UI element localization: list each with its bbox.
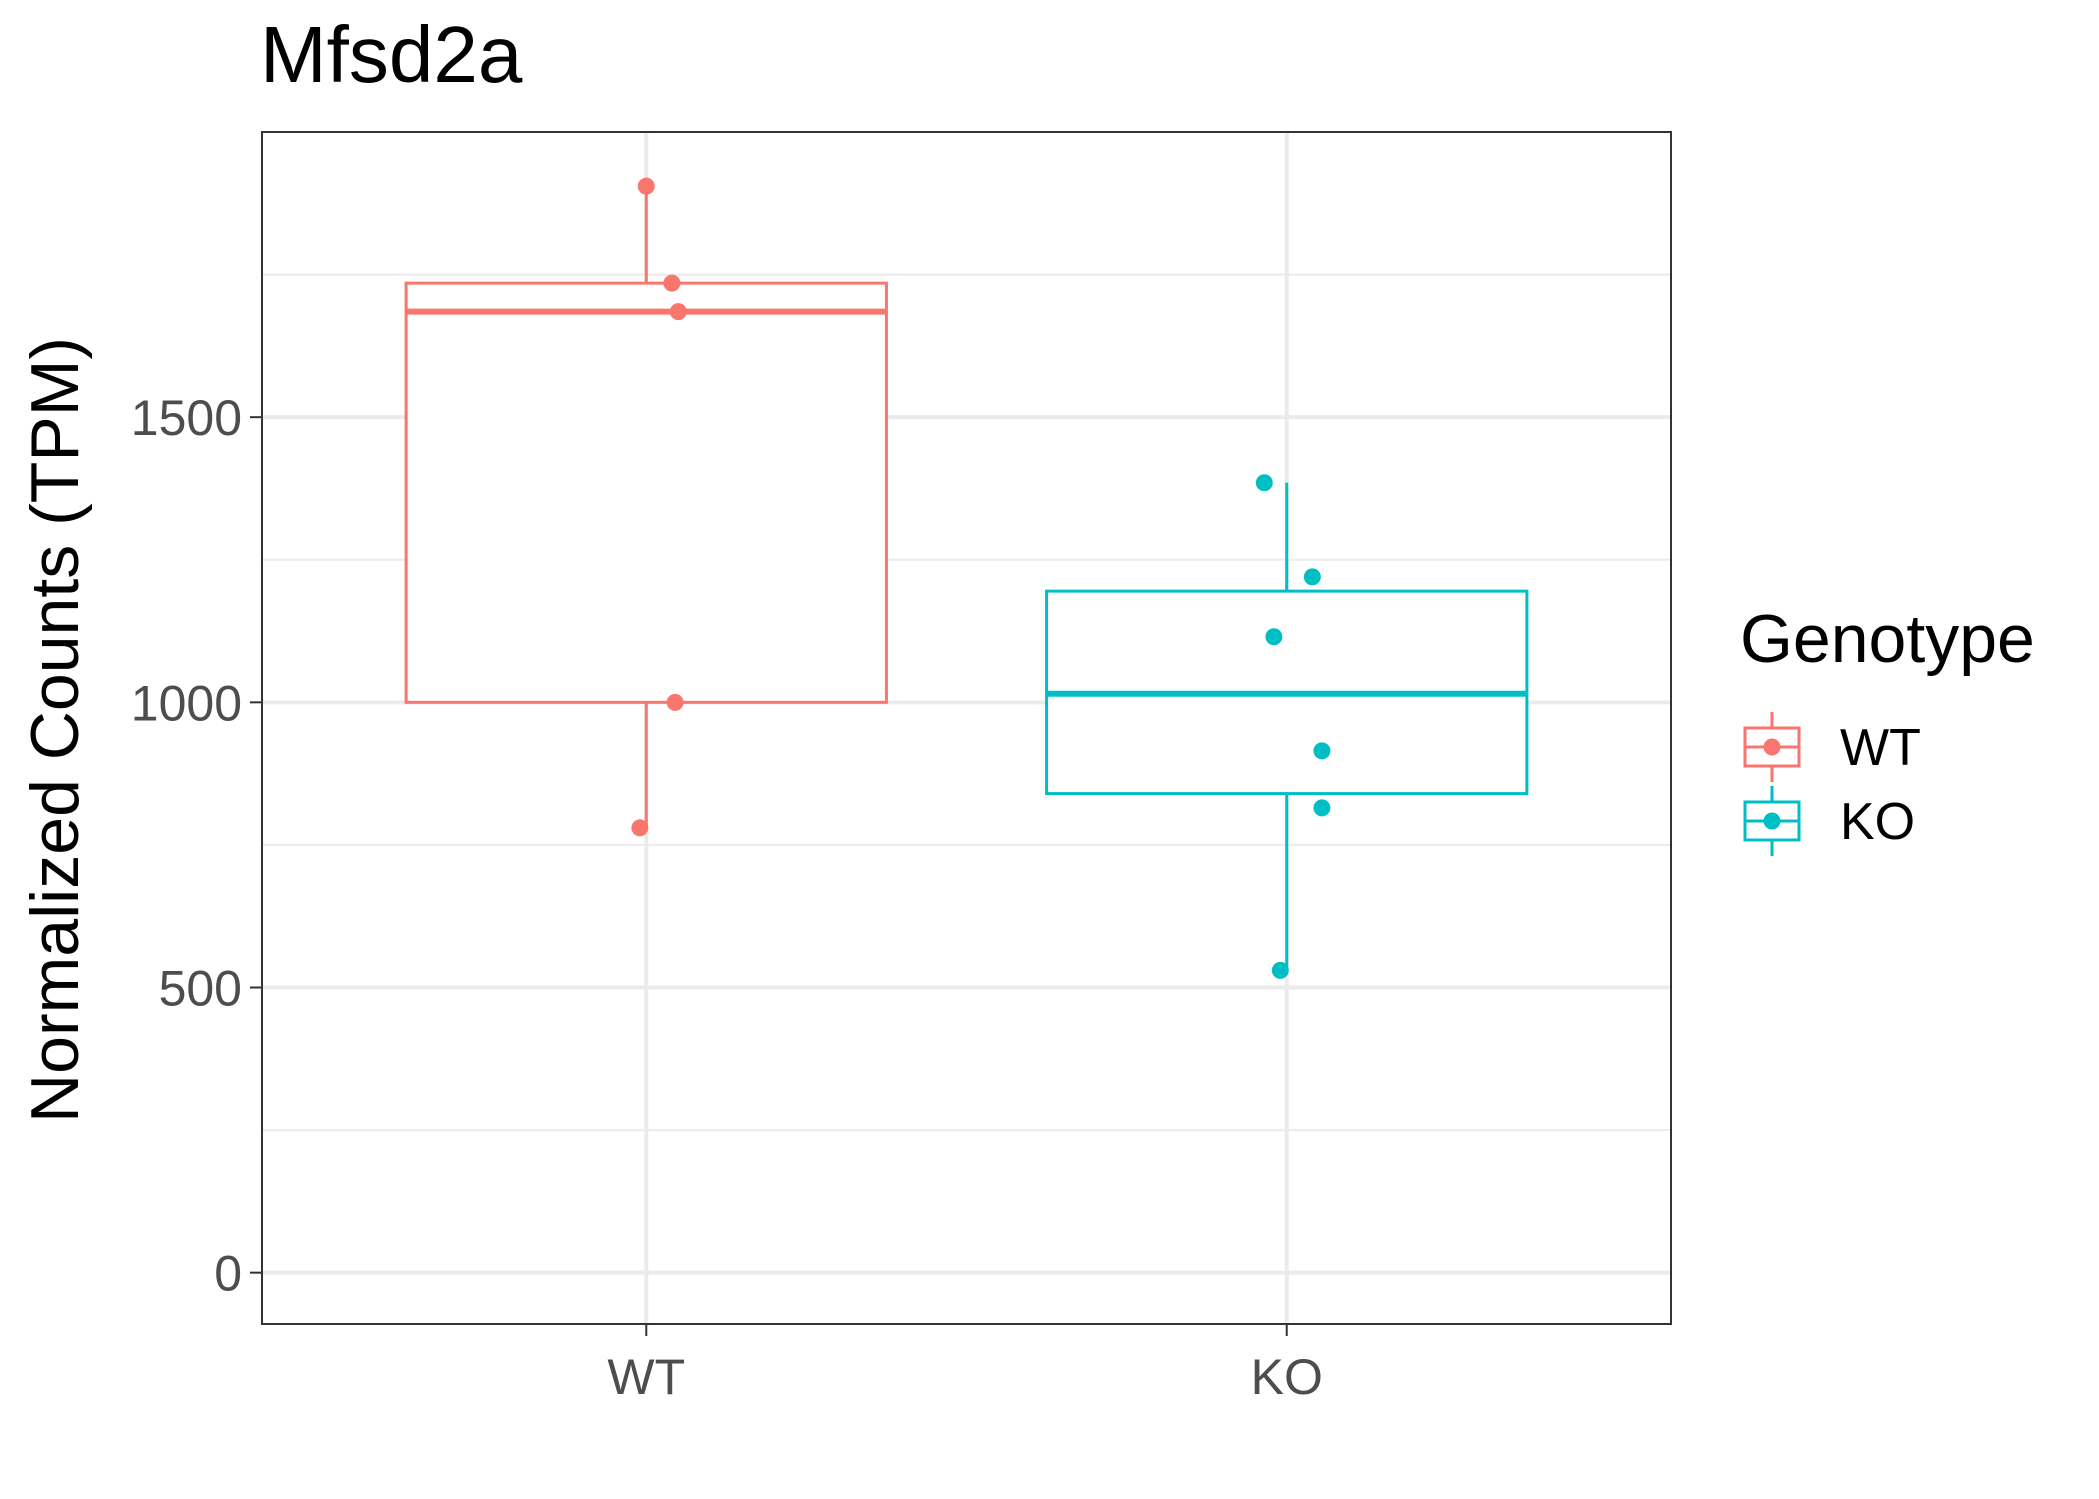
data-point	[1271, 961, 1289, 979]
y-tick-label: 1000	[131, 675, 242, 731]
legend-label: KO	[1840, 793, 1915, 851]
data-point	[637, 177, 655, 195]
data-point	[666, 693, 684, 711]
data-point	[1303, 568, 1321, 586]
legend-key-wt: WT	[1743, 712, 1921, 782]
data-point	[1313, 799, 1331, 817]
legend-key-point	[1763, 738, 1781, 756]
box-group-ko	[1045, 474, 1529, 979]
data-point	[1255, 474, 1273, 492]
y-tick-label: 0	[214, 1246, 242, 1302]
y-tick-label: 1500	[131, 390, 242, 446]
legend: Genotype WT KO	[1740, 601, 2035, 856]
x-axis-ticks: WT KO	[607, 1324, 1323, 1405]
box-iqr	[404, 281, 888, 704]
legend-key-point	[1763, 812, 1781, 830]
legend-keys: WT KO	[1743, 712, 1921, 856]
legend-key-ko: KO	[1743, 786, 1915, 856]
plot-panel-border	[261, 131, 1672, 1325]
data-point	[663, 274, 681, 292]
box-group-wt	[404, 177, 888, 837]
data-point	[631, 819, 649, 837]
data-point	[669, 303, 687, 321]
chart-title: Mfsd2a	[260, 10, 523, 99]
legend-title: Genotype	[1740, 601, 2035, 677]
y-tick-label: 500	[159, 961, 242, 1017]
data-point	[1313, 742, 1331, 760]
data-point	[1265, 628, 1283, 646]
legend-label: WT	[1840, 719, 1921, 777]
y-axis-ticks: 0 500 1000 1500	[131, 390, 262, 1302]
x-tick-label: WT	[607, 1349, 685, 1405]
y-axis-label: Normalized Counts (TPM)	[17, 337, 93, 1123]
box-plots	[404, 177, 1529, 979]
x-tick-label: KO	[1251, 1349, 1323, 1405]
